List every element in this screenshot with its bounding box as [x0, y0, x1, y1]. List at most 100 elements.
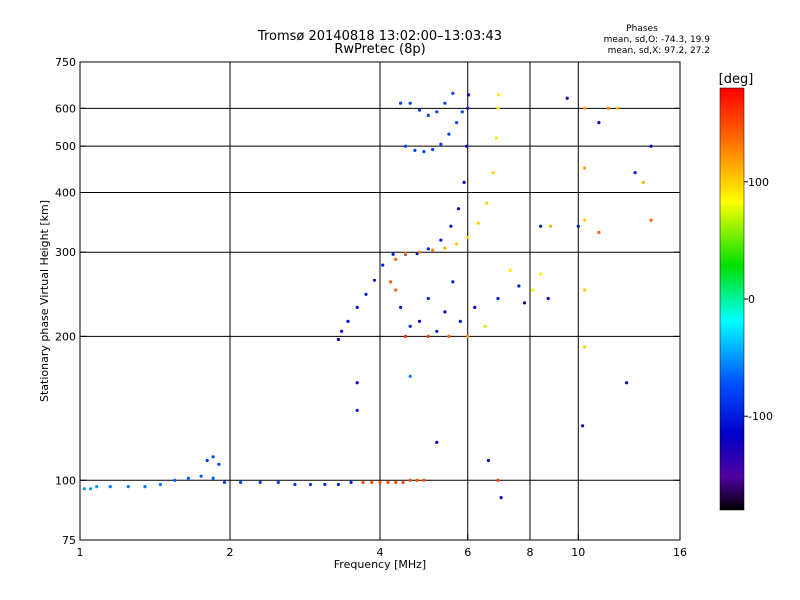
echo-point [378, 480, 382, 484]
y-tick-label: 75 [62, 534, 76, 547]
x-tick-label: 4 [377, 546, 384, 559]
echo-point [485, 201, 489, 205]
x-tick-label: 10 [571, 546, 585, 559]
echo-point [496, 106, 500, 110]
echo-point [616, 106, 620, 110]
echo-point [649, 144, 653, 148]
echo-point [597, 230, 601, 234]
echo-point [205, 458, 209, 463]
colorbar-label: [deg] [719, 72, 754, 87]
echo-point [633, 171, 637, 175]
echo-point [458, 319, 462, 323]
echo-point [583, 166, 587, 170]
echo-point [143, 485, 147, 489]
echo-point [95, 485, 99, 489]
x-axis-label: Frequency [MHz] [334, 558, 426, 571]
echo-point [336, 337, 340, 342]
phases-x-stats: mean, sd,X: 97.2, 27.2 [608, 46, 710, 56]
echo-point [494, 136, 498, 140]
echo-point [508, 268, 512, 272]
y-tick-label: 100 [55, 474, 76, 487]
echo-point [391, 252, 395, 256]
echo-point [455, 121, 459, 125]
echo-point [497, 93, 501, 97]
echo-point [408, 374, 412, 378]
echo-point [431, 147, 435, 152]
echo-point [486, 458, 490, 463]
colorbar [719, 87, 745, 511]
echo-point [460, 110, 464, 114]
echo-point [565, 96, 569, 100]
echo-point [466, 235, 470, 240]
echo-point [451, 91, 455, 95]
echo-point [370, 480, 374, 484]
echo-point [199, 474, 203, 478]
colorbar-tick-label: 0 [748, 293, 755, 306]
echo-point [451, 280, 455, 284]
echo-point [293, 482, 297, 487]
echo-point [372, 278, 377, 282]
echo-point [211, 455, 215, 459]
echo-point [173, 478, 177, 482]
echo-point [426, 113, 430, 117]
echo-point [496, 478, 500, 482]
echo-point [443, 310, 447, 314]
echo-point [583, 288, 587, 292]
echo-point [439, 142, 443, 146]
echo-point [346, 319, 350, 323]
echo-point [539, 224, 543, 228]
echo-point [276, 480, 280, 484]
echo-point [408, 324, 412, 328]
y-tick-label: 200 [55, 330, 76, 343]
echo-point [336, 482, 340, 487]
chart-title: Tromsø 20140818 13:02:00–13:03:43 [257, 29, 502, 44]
echo-point [426, 334, 430, 338]
y-tick-label: 400 [55, 186, 76, 199]
x-tick-labels: 1 2 4 6 8 10 16 [77, 546, 688, 559]
echo-point [583, 106, 587, 110]
phases-o-stats: mean, sd,O: -74.3, 19.9 [604, 35, 711, 45]
x-tick-label: 2 [227, 546, 234, 559]
echo-point [349, 480, 353, 484]
y-axis-label: Stationary phase Virtual Height [km] [38, 200, 51, 402]
echo-point [211, 476, 215, 480]
echo-point [389, 280, 393, 284]
grid-lines [80, 62, 680, 540]
echo-point [426, 296, 430, 301]
echo-point [583, 345, 587, 349]
echo-point [466, 334, 470, 338]
echo-point [403, 144, 408, 148]
echo-point [364, 292, 368, 296]
y-tick-label: 750 [55, 56, 76, 69]
echo-point [473, 305, 477, 309]
echo-point [522, 301, 527, 305]
x-tick-label: 16 [673, 546, 687, 559]
echo-point [465, 144, 469, 148]
scatter-points [82, 91, 653, 500]
echo-point [408, 478, 412, 482]
echo-point [517, 284, 521, 288]
echo-point [625, 381, 629, 385]
chart-subtitle: RwPretec (8p) [334, 42, 425, 57]
echo-point [401, 480, 405, 484]
echo-point [403, 252, 408, 256]
echo-point [439, 238, 443, 242]
echo-point [415, 478, 419, 482]
y-tick-labels: 75 100 200 300 400 500 600 750 [55, 56, 76, 547]
echo-point [606, 106, 611, 110]
echo-point [258, 480, 262, 484]
echo-point [443, 246, 447, 250]
echo-point [239, 480, 243, 484]
echo-point [549, 224, 553, 228]
echo-point [381, 263, 385, 267]
echo-point [403, 334, 408, 338]
echo-point [355, 381, 359, 385]
echo-point [466, 93, 471, 97]
echo-point [449, 224, 453, 228]
phases-title: Phases [626, 24, 658, 34]
tick-marks [79, 61, 681, 541]
echo-point [422, 150, 426, 154]
echo-point [399, 305, 403, 309]
echo-point [491, 171, 495, 175]
